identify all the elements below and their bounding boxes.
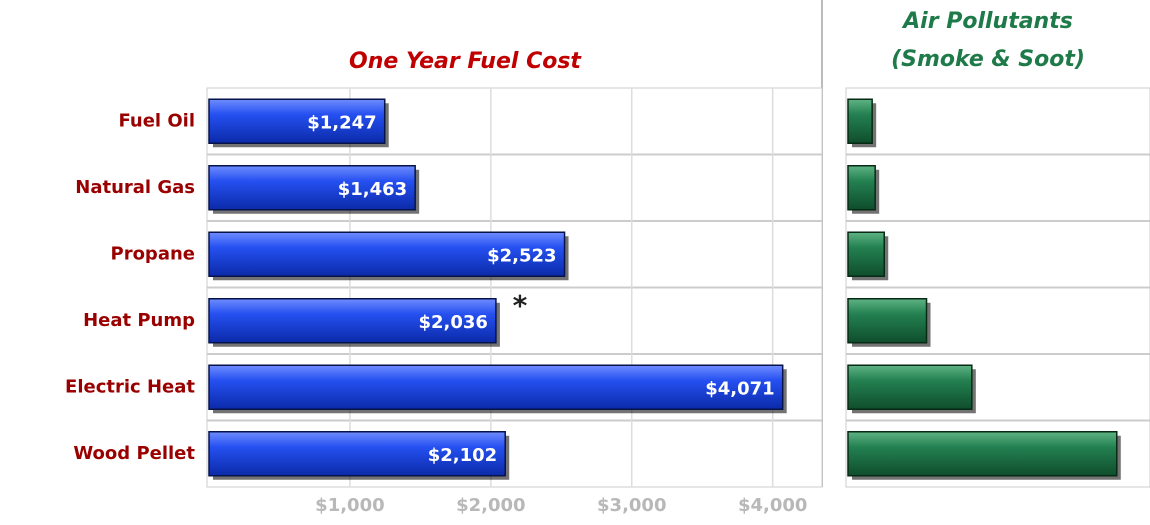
category-label: Propane bbox=[111, 243, 196, 264]
bar bbox=[847, 298, 928, 344]
chart-title: Air Pollutants bbox=[901, 9, 1073, 34]
value-label: $1,463 bbox=[338, 179, 407, 200]
category-label: Heat Pump bbox=[83, 310, 195, 331]
bar bbox=[208, 231, 566, 277]
bar bbox=[208, 364, 784, 410]
x-tick-label: $4,000 bbox=[738, 495, 807, 516]
bar bbox=[208, 165, 416, 211]
category-label: Electric Heat bbox=[65, 376, 195, 397]
chart-title: One Year Fuel Cost bbox=[349, 49, 582, 74]
bar bbox=[847, 231, 885, 277]
value-label: $2,036 bbox=[418, 312, 487, 333]
bar bbox=[847, 165, 876, 211]
x-tick-label: $2,000 bbox=[456, 495, 525, 516]
value-label: $2,523 bbox=[487, 245, 556, 266]
x-tick-label: $3,000 bbox=[597, 495, 666, 516]
value-label: $4,071 bbox=[705, 378, 774, 399]
category-label: Fuel Oil bbox=[119, 110, 196, 131]
category-label: Natural Gas bbox=[75, 177, 195, 198]
bar bbox=[208, 298, 497, 344]
bar bbox=[847, 364, 973, 410]
category-label: Wood Pellet bbox=[73, 443, 195, 464]
value-label: $2,102 bbox=[428, 445, 497, 466]
value-label: $1,247 bbox=[307, 112, 376, 133]
bar bbox=[208, 98, 386, 144]
bar bbox=[208, 431, 506, 477]
annotation: * bbox=[513, 289, 528, 322]
bar bbox=[847, 431, 1118, 477]
x-tick-label: $1,000 bbox=[315, 495, 384, 516]
chart-title: (Smoke & Soot) bbox=[891, 47, 1085, 72]
bar bbox=[847, 98, 873, 144]
